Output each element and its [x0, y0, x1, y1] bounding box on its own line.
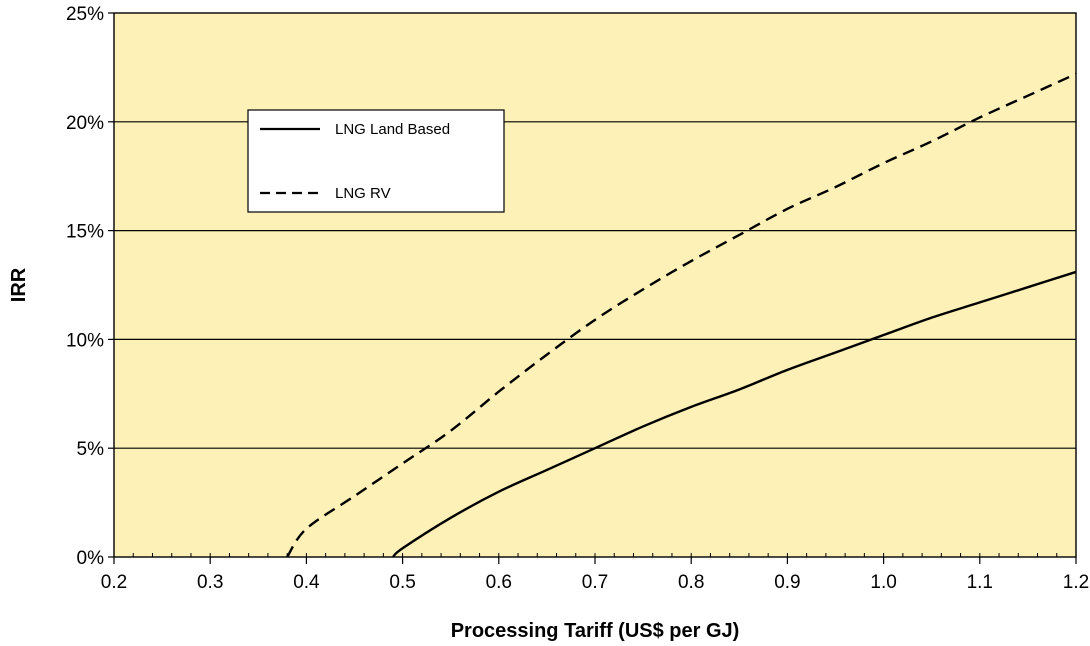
y-tick-label: 20%: [66, 113, 104, 134]
y-axis: 0% 5% 10% 15% 20% 25%: [66, 4, 114, 569]
plot-area-background: [114, 13, 1076, 557]
series-line-lng-land-based: [392, 270, 1077, 558]
y-tick-label: 0%: [77, 548, 105, 569]
series-line-lng-rv: [286, 72, 1077, 558]
x-tick-label: 0.7: [582, 572, 608, 593]
legend-label-lng-land-based: LNG Land Based: [335, 121, 450, 138]
x-tick-label: 0.8: [678, 572, 704, 593]
y-axis-title: IRR: [8, 267, 30, 302]
y-tick-label: 10%: [66, 330, 104, 351]
x-tick-label: 0.5: [389, 572, 415, 593]
x-tick-label: 1.1: [967, 572, 993, 593]
x-tick-label: 1.0: [870, 572, 896, 593]
y-tick-label: 15%: [66, 222, 104, 243]
legend-box: [247, 109, 505, 213]
x-tick-label: 0.9: [774, 572, 800, 593]
legend-label-lng-rv: LNG RV: [335, 185, 391, 202]
legend: LNG Land Based LNG RV: [247, 109, 505, 213]
x-tick-label: 0.2: [101, 572, 127, 593]
x-axis: 0.2 0.3 0.4 0.5 0.6 0.7 0.8 0.9 1.0 1.1 1.2: [101, 557, 1089, 593]
x-tick-label: 0.3: [197, 572, 223, 593]
x-axis-title: Processing Tariff (US$ per GJ): [451, 620, 740, 642]
y-tick-label: 5%: [77, 439, 105, 460]
x-tick-label: 0.6: [486, 572, 512, 593]
x-tick-label: 1.2: [1063, 572, 1089, 593]
series-group: [286, 72, 1077, 558]
y-tick-label: 25%: [66, 4, 104, 25]
x-tick-label: 0.4: [293, 572, 320, 593]
